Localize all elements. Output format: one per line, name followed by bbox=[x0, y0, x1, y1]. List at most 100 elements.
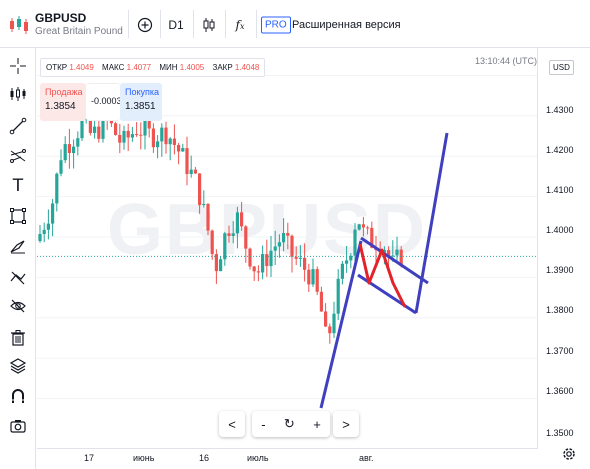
candle-tool[interactable] bbox=[6, 82, 30, 106]
time-tick: июль bbox=[247, 453, 269, 463]
candle-body bbox=[269, 250, 273, 267]
rectangle-icon bbox=[10, 208, 26, 224]
candle-type-button[interactable] bbox=[198, 14, 220, 36]
hide-drawings-tool[interactable] bbox=[6, 266, 30, 290]
candle-body bbox=[265, 254, 269, 267]
candle-body bbox=[185, 148, 189, 175]
candle-body bbox=[193, 169, 197, 174]
delete-drawings-tool[interactable] bbox=[6, 326, 30, 350]
high-value: 1.4077 bbox=[126, 63, 152, 72]
price-tick: 1.4100 bbox=[546, 185, 574, 195]
close-label: ЗАКР bbox=[212, 63, 233, 72]
candle-body bbox=[273, 246, 277, 251]
candle-body bbox=[67, 144, 71, 154]
indicators-button[interactable]: fx bbox=[229, 14, 251, 36]
timeframe-button[interactable]: D1 bbox=[168, 18, 184, 32]
candle-body bbox=[156, 141, 160, 148]
candle-body bbox=[261, 254, 265, 273]
settings-icon[interactable] bbox=[561, 446, 577, 462]
candle-body bbox=[277, 242, 281, 247]
currency-button[interactable]: USD bbox=[549, 60, 574, 75]
zigzag-line[interactable] bbox=[358, 243, 407, 308]
candle-body bbox=[315, 269, 319, 292]
price-tick: 1.4300 bbox=[546, 105, 574, 115]
candle-body bbox=[177, 144, 181, 152]
layers-tool[interactable] bbox=[6, 354, 30, 378]
candle-body bbox=[395, 249, 399, 256]
price-chart[interactable] bbox=[37, 49, 537, 449]
chart-pane[interactable]: GBPUSD bbox=[37, 49, 537, 449]
pro-version-link[interactable]: Расширенная версия bbox=[292, 19, 401, 31]
candle-body bbox=[252, 266, 256, 272]
server-time: 13:10:44 (UTC) bbox=[475, 56, 538, 66]
candle-body bbox=[353, 229, 357, 256]
divider bbox=[128, 10, 129, 38]
candle-body bbox=[370, 227, 374, 248]
visibility-tool[interactable] bbox=[6, 294, 30, 318]
candle-body bbox=[101, 114, 105, 139]
price-tick: 1.3800 bbox=[546, 305, 574, 315]
time-tick: 17 bbox=[84, 453, 95, 463]
candle-body bbox=[399, 249, 403, 266]
fib-tool-icon bbox=[10, 149, 26, 163]
rectangle-tool[interactable] bbox=[6, 204, 30, 228]
candle-body bbox=[114, 123, 118, 135]
candle-body bbox=[244, 226, 248, 249]
candle-body bbox=[298, 257, 302, 259]
flag-upper-line[interactable] bbox=[360, 236, 429, 285]
price-tick: 1.3500 bbox=[546, 428, 574, 438]
candle-body bbox=[382, 250, 386, 253]
candle-body bbox=[46, 223, 50, 230]
candle-body bbox=[143, 120, 147, 136]
brush-tool[interactable] bbox=[6, 234, 30, 258]
candle-body bbox=[235, 212, 239, 234]
open-value: 1.4049 bbox=[69, 63, 94, 72]
candle-body bbox=[311, 269, 315, 285]
crosshair-tool[interactable] bbox=[6, 54, 30, 78]
add-compare-button[interactable] bbox=[134, 14, 156, 36]
candle-body bbox=[160, 127, 164, 142]
flagpole-line[interactable] bbox=[319, 240, 363, 409]
candle-body bbox=[76, 138, 80, 147]
candle-body bbox=[80, 119, 84, 139]
candle-body bbox=[219, 259, 223, 272]
candle-body bbox=[42, 229, 46, 235]
magnet-icon bbox=[11, 389, 25, 403]
layers-icon bbox=[9, 358, 27, 374]
trend-line-tool[interactable] bbox=[6, 114, 30, 138]
candle-body bbox=[181, 148, 185, 152]
buy-label: Покупка bbox=[125, 87, 160, 97]
scroll-left-button[interactable]: < bbox=[219, 411, 245, 437]
candle-body bbox=[189, 169, 193, 175]
flag-lower-line[interactable] bbox=[357, 273, 417, 315]
breakout-target-line[interactable] bbox=[414, 132, 449, 314]
screenshot-tool[interactable] bbox=[6, 414, 30, 438]
candle-body bbox=[231, 233, 235, 236]
fib-tool[interactable] bbox=[6, 144, 30, 168]
candle-body bbox=[38, 234, 42, 242]
symbol-title[interactable]: GBPUSD bbox=[35, 11, 87, 25]
candle-body bbox=[147, 120, 151, 129]
price-scale[interactable]: 1.4300 1.4200 1.4100 1.4000 1.3900 1.380… bbox=[537, 48, 590, 449]
candle-body bbox=[303, 257, 307, 270]
zoom-in-button[interactable]: + bbox=[313, 416, 321, 432]
open-label: ОТКР bbox=[46, 63, 68, 72]
candle-body bbox=[345, 260, 349, 264]
zoom-out-button[interactable]: - bbox=[261, 416, 266, 432]
hide-drawings-icon bbox=[10, 271, 26, 285]
scroll-right-button[interactable]: > bbox=[333, 411, 359, 437]
candle-body bbox=[336, 278, 340, 314]
text-tool[interactable]: T bbox=[6, 174, 30, 198]
time-tick: 16 bbox=[199, 453, 210, 463]
pro-badge[interactable]: PRO bbox=[261, 16, 291, 34]
sell-button[interactable]: Продажа 1.3854 bbox=[40, 83, 86, 121]
candle-body bbox=[256, 271, 260, 273]
time-scale[interactable]: 17 июнь 16 июль авг. bbox=[37, 448, 537, 469]
buy-button[interactable]: Покупка 1.3851 bbox=[120, 83, 162, 121]
candle-body bbox=[227, 233, 231, 236]
magnet-tool[interactable] bbox=[6, 384, 30, 408]
candle-body bbox=[139, 134, 143, 136]
price-tick: 1.3600 bbox=[546, 386, 574, 396]
reset-zoom-button[interactable]: ↻ bbox=[283, 416, 295, 431]
candle-body bbox=[126, 130, 130, 138]
